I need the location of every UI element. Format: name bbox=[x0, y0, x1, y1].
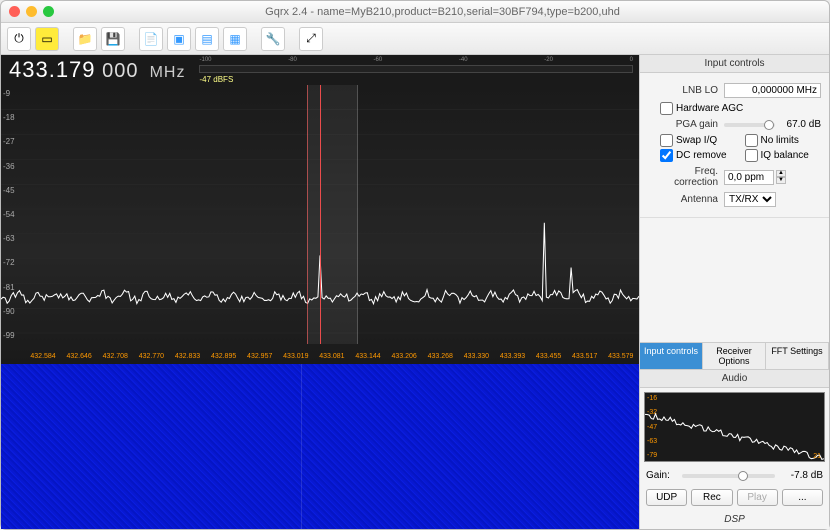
bookmark-button[interactable]: ▤ bbox=[195, 27, 219, 51]
record-button[interactable]: ▣ bbox=[167, 27, 191, 51]
input-controls-title: Input controls bbox=[640, 55, 829, 73]
pga-label: PGA gain bbox=[648, 119, 718, 130]
new-button[interactable]: 📄 bbox=[139, 27, 163, 51]
antenna-label: Antenna bbox=[648, 194, 718, 205]
power-button[interactable]: ⏻ bbox=[7, 27, 31, 51]
audio-spectrum[interactable]: -16-32 -47-63 -79 21 bbox=[644, 392, 825, 462]
more-button[interactable]: ... bbox=[782, 489, 823, 506]
dbfs-value: -47 dBFS bbox=[199, 75, 633, 84]
tab-receiver-options[interactable]: Receiver Options bbox=[703, 343, 766, 369]
settings-button[interactable]: 🔧 bbox=[261, 27, 285, 51]
window-title: Gqrx 2.4 - name=MyB210,product=B210,seri… bbox=[64, 6, 821, 18]
spectrum-y-axis: -9-18 -27-36 -45-54 -63-72 -81-90 -99 bbox=[3, 85, 27, 344]
main-panel: 433.179 000 MHz -100 -80 -60 -40 -20 0 -… bbox=[1, 55, 639, 529]
save-button[interactable]: 💾 bbox=[101, 27, 125, 51]
hw-agc-checkbox[interactable] bbox=[660, 102, 673, 115]
no-limits-checkbox[interactable] bbox=[745, 134, 758, 147]
freq-corr-down[interactable]: ▼ bbox=[776, 177, 786, 184]
audio-title: Audio bbox=[640, 370, 829, 388]
pga-slider[interactable] bbox=[724, 123, 775, 127]
spectrum-x-axis: 432.584432.646 432.708432.770 432.833432… bbox=[25, 348, 639, 364]
lnb-label: LNB LO bbox=[648, 85, 718, 96]
traffic-lights bbox=[9, 6, 54, 17]
app-window: Gqrx 2.4 - name=MyB210,product=B210,seri… bbox=[0, 0, 830, 530]
minimize-icon[interactable] bbox=[26, 6, 37, 17]
play-button[interactable]: Play bbox=[737, 489, 778, 506]
audio-panel: -16-32 -47-63 -79 21 Gain: -7.8 dB UDP bbox=[640, 388, 829, 529]
titlebar: Gqrx 2.4 - name=MyB210,product=B210,seri… bbox=[1, 1, 829, 23]
tab-fft-settings[interactable]: FFT Settings bbox=[766, 343, 829, 369]
zoom-icon[interactable] bbox=[43, 6, 54, 17]
gain-label: Gain: bbox=[646, 470, 676, 481]
freq-corr-label: Freq. correction bbox=[648, 166, 718, 188]
iq-balance-checkbox[interactable] bbox=[745, 149, 758, 162]
spectrum-plot[interactable]: -9-18 -27-36 -45-54 -63-72 -81-90 -99 43… bbox=[1, 85, 639, 364]
sidebar-tabs: Input controls Receiver Options FFT Sett… bbox=[640, 342, 829, 370]
antenna-select[interactable]: TX/RX bbox=[724, 192, 776, 207]
udp-button[interactable]: UDP bbox=[646, 489, 687, 506]
freq-minor: 000 bbox=[96, 60, 139, 82]
pga-value: 67.0 dB bbox=[781, 119, 821, 130]
freq-corr-up[interactable]: ▲ bbox=[776, 170, 786, 177]
center-line bbox=[320, 85, 321, 344]
input-controls-panel: LNB LO Hardware AGC PGA gain 67.0 dB Swa… bbox=[640, 73, 829, 218]
waterfall-plot[interactable] bbox=[1, 364, 639, 529]
rec-button[interactable]: Rec bbox=[691, 489, 732, 506]
dc-remove-checkbox[interactable] bbox=[660, 149, 673, 162]
gain-value: -7.8 dB bbox=[781, 470, 823, 481]
freq-unit: MHz bbox=[150, 64, 186, 81]
tab-input-controls[interactable]: Input controls bbox=[640, 343, 703, 369]
dsp-label: DSP bbox=[640, 510, 829, 529]
freq-corr-input[interactable] bbox=[724, 170, 774, 185]
config-button[interactable]: ▦ bbox=[223, 27, 247, 51]
open-button[interactable]: 📁 bbox=[73, 27, 97, 51]
sidebar: Input controls LNB LO Hardware AGC PGA g… bbox=[639, 55, 829, 529]
gain-slider[interactable] bbox=[682, 474, 775, 478]
toolbar: ⏻ ▭ 📁 💾 📄 ▣ ▤ ▦ 🔧 ⤢ bbox=[1, 23, 829, 55]
signal-meter: -100 -80 -60 -40 -20 0 -47 dBFS bbox=[193, 57, 639, 84]
frequency-row: 433.179 000 MHz -100 -80 -60 -40 -20 0 -… bbox=[1, 55, 639, 85]
close-icon[interactable] bbox=[9, 6, 20, 17]
lnb-input[interactable] bbox=[724, 83, 821, 98]
freq-major: 433.179 bbox=[9, 57, 96, 82]
swap-iq-checkbox[interactable] bbox=[660, 134, 673, 147]
dsp-button[interactable]: ▭ bbox=[35, 27, 59, 51]
fullscreen-button[interactable]: ⤢ bbox=[299, 27, 323, 51]
frequency-display[interactable]: 433.179 000 MHz bbox=[1, 57, 193, 83]
filter-band[interactable] bbox=[307, 85, 358, 344]
